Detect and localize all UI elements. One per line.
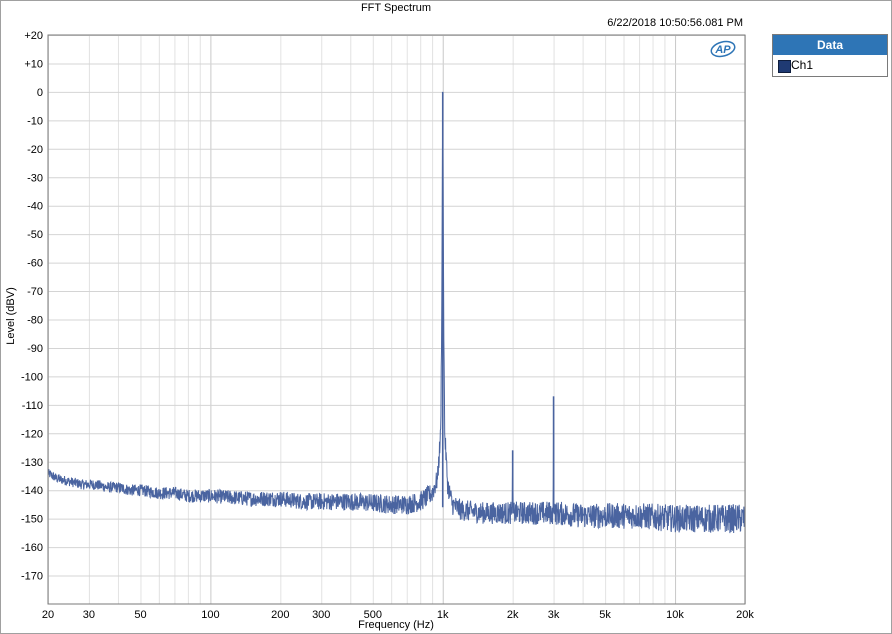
x-tick-label: 20 xyxy=(42,609,54,621)
legend-header: Data xyxy=(773,35,887,55)
y-tick-label: -160 xyxy=(21,542,43,554)
x-tick-label: 200 xyxy=(271,609,289,621)
chart-timestamp: 6/22/2018 10:50:56.081 PM xyxy=(607,17,743,29)
x-tick-label: 30 xyxy=(83,609,95,621)
y-tick-label: -50 xyxy=(27,229,43,241)
y-tick-label: +10 xyxy=(24,58,43,70)
y-tick-label: -20 xyxy=(27,144,43,156)
y-tick-label: -80 xyxy=(27,315,43,327)
y-tick-label: -70 xyxy=(27,286,43,298)
y-tick-label: -170 xyxy=(21,571,43,583)
y-tick-labels: +20 +10 0 -10 -20 -30 -40 -50 -60 -70 -80 -90 -100 -1… xyxy=(21,30,43,583)
legend-swatch xyxy=(778,60,791,73)
trace-group xyxy=(47,91,746,534)
y-tick-label: -40 xyxy=(27,201,43,213)
chart-title: FFT Spectrum xyxy=(361,2,431,14)
x-axis-label: Frequency (Hz) xyxy=(358,619,434,631)
x-tick-labels: 20 30 50 100 200 300 500 1k 2k 3k 5k 10k 20k xyxy=(42,609,754,621)
x-tick-label: 5k xyxy=(599,609,611,621)
y-tick-label: -110 xyxy=(22,400,43,412)
x-tick-label: 500 xyxy=(364,609,382,621)
y-axis-label: Level (dBV) xyxy=(5,287,17,344)
y-tick-label: -100 xyxy=(21,371,43,383)
x-tick-label: 1k xyxy=(437,609,449,621)
x-tick-label: 2k xyxy=(507,609,519,621)
y-tick-label: -150 xyxy=(21,514,43,526)
y-tick-label: -140 xyxy=(21,485,43,497)
y-tick-label: -10 xyxy=(27,115,43,127)
svg-text:AP: AP xyxy=(714,44,731,56)
legend-item-ch1[interactable]: Ch1 xyxy=(773,55,887,76)
plot-area-border xyxy=(47,34,746,605)
grid xyxy=(48,35,746,604)
y-tick-label: -60 xyxy=(27,258,43,270)
x-tick-label: 100 xyxy=(201,609,219,621)
x-tick-label: 50 xyxy=(134,609,146,621)
legend-label: Ch1 xyxy=(791,58,814,72)
y-tick-label: -30 xyxy=(27,172,43,184)
y-tick-label: -120 xyxy=(21,428,43,440)
x-tick-label: 3k xyxy=(548,609,560,621)
y-tick-label: -90 xyxy=(27,343,43,355)
x-tick-label: 300 xyxy=(312,609,330,621)
y-tick-label: +20 xyxy=(24,30,43,42)
legend-panel: Data Ch1 xyxy=(772,34,888,77)
x-tick-label: 20k xyxy=(736,609,754,621)
y-tick-label: 0 xyxy=(37,87,43,99)
x-tick-label: 10k xyxy=(666,609,684,621)
y-tick-label: -130 xyxy=(21,457,43,469)
ch1-trace xyxy=(47,103,746,534)
ap-logo-icon: AP xyxy=(710,40,736,58)
